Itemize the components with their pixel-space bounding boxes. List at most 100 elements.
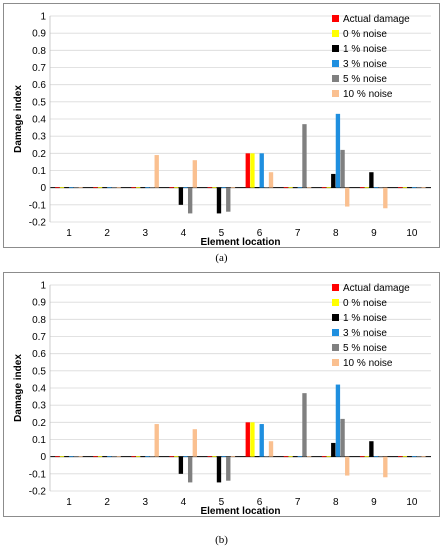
bar xyxy=(411,187,417,189)
y-tick-label: 0.9 xyxy=(32,29,46,40)
bar xyxy=(359,456,365,458)
legend-label: 0 % noise xyxy=(343,298,387,309)
bar xyxy=(288,187,293,189)
bar xyxy=(364,187,369,189)
bar xyxy=(216,456,222,483)
bar xyxy=(245,153,250,188)
bar xyxy=(111,456,117,458)
bar xyxy=(107,456,112,458)
bar xyxy=(264,456,269,458)
x-tick-label: 9 xyxy=(371,497,377,508)
x-tick-label: 2 xyxy=(104,228,110,239)
legend-label: 0 % noise xyxy=(343,29,387,40)
bar xyxy=(398,456,403,458)
x-tick-label: 4 xyxy=(181,228,187,239)
bar xyxy=(145,456,150,458)
y-tick-label: 0.2 xyxy=(32,418,46,429)
x-tick-label: 5 xyxy=(219,228,225,239)
y-tick-label: 0.7 xyxy=(32,332,46,343)
bar xyxy=(116,456,121,458)
y-tick-label: 0.5 xyxy=(32,97,46,108)
bar xyxy=(421,456,426,458)
bar xyxy=(369,172,374,188)
legend-label: Actual damage xyxy=(343,283,410,294)
bar xyxy=(178,456,184,474)
y-tick-label: 0.6 xyxy=(32,80,46,91)
legend-swatch xyxy=(332,284,339,291)
x-axis-title: Element location xyxy=(200,237,280,247)
bar xyxy=(212,187,217,189)
y-tick-label: 0.8 xyxy=(32,46,46,57)
bar xyxy=(326,456,331,458)
y-tick-label: 0.5 xyxy=(32,366,46,377)
x-tick-label: 9 xyxy=(371,228,377,239)
bar xyxy=(364,456,369,458)
bar xyxy=(93,456,98,458)
legend-label: 3 % noise xyxy=(343,328,387,339)
bar xyxy=(283,187,289,189)
bar xyxy=(169,187,174,189)
bar xyxy=(169,456,174,458)
x-tick-label: 10 xyxy=(406,497,418,508)
bar xyxy=(297,187,302,189)
legend-label: 3 % noise xyxy=(343,59,387,70)
legend-swatch xyxy=(332,45,339,52)
bar xyxy=(297,456,302,458)
bar xyxy=(140,456,145,458)
legend-label: 10 % noise xyxy=(343,358,393,369)
y-tick-label: -0.1 xyxy=(29,469,47,480)
bar xyxy=(416,187,421,189)
bar xyxy=(69,187,74,189)
legend-label: 1 % noise xyxy=(343,44,387,55)
legend-swatch xyxy=(332,299,339,306)
bar xyxy=(398,187,403,189)
bar xyxy=(174,187,179,189)
bar xyxy=(345,187,350,207)
y-tick-label: 0.8 xyxy=(32,315,46,326)
x-tick-label: 6 xyxy=(257,228,263,239)
y-tick-label: 1 xyxy=(40,12,46,23)
bar xyxy=(302,124,307,188)
x-tick-label: 4 xyxy=(181,497,187,508)
bars xyxy=(55,384,426,483)
bar xyxy=(216,187,222,214)
bar xyxy=(226,187,231,212)
bar xyxy=(78,456,83,458)
bar xyxy=(111,187,117,189)
y-tick-label: -0.2 xyxy=(29,218,47,229)
panel-caption-b: (b) xyxy=(215,534,228,546)
y-tick-label: -0.2 xyxy=(29,487,47,498)
bar xyxy=(102,456,107,458)
bar xyxy=(331,442,336,457)
bar xyxy=(55,456,60,458)
bar xyxy=(264,187,269,189)
bar xyxy=(64,456,69,458)
legend-swatch xyxy=(332,314,339,321)
bar xyxy=(102,187,107,189)
legend-swatch xyxy=(332,75,339,82)
bar xyxy=(221,187,226,189)
x-tick-label: 7 xyxy=(295,228,301,239)
y-tick-label: 0 xyxy=(40,452,46,463)
bar xyxy=(97,456,103,458)
y-axis-title: Damage index xyxy=(13,354,24,422)
bar xyxy=(321,456,327,458)
bar xyxy=(373,456,379,458)
bar xyxy=(306,187,312,189)
bar xyxy=(131,187,136,189)
bar xyxy=(187,187,193,214)
y-tick-label: -0.1 xyxy=(29,200,47,211)
legend-label: 5 % noise xyxy=(343,74,387,85)
bar xyxy=(145,187,150,189)
bar xyxy=(174,456,179,458)
bar xyxy=(135,187,141,189)
bar xyxy=(288,456,293,458)
bar xyxy=(207,456,212,458)
bar xyxy=(378,187,383,189)
y-axis-title: Damage index xyxy=(13,85,24,153)
bar xyxy=(78,187,83,189)
bar xyxy=(250,422,255,457)
bar xyxy=(131,456,136,458)
bar xyxy=(226,456,231,481)
x-tick-label: 3 xyxy=(142,228,148,239)
